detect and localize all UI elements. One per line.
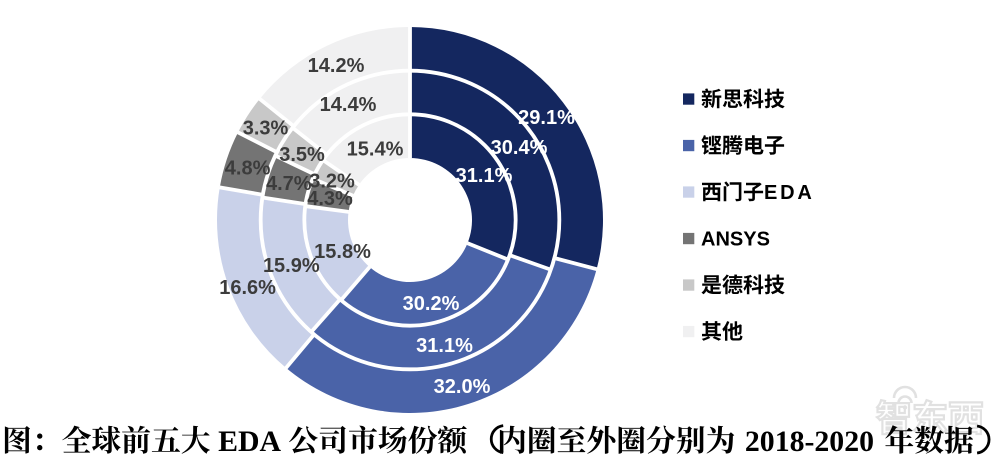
svg-text:14.2%: 14.2% [308, 55, 365, 77]
svg-text:14.4%: 14.4% [320, 94, 377, 116]
svg-text:3.3%: 3.3% [243, 118, 289, 140]
svg-text:16.6%: 16.6% [219, 277, 276, 299]
svg-text:3.2%: 3.2% [309, 171, 355, 193]
svg-text:31.1%: 31.1% [416, 335, 473, 357]
svg-text:30.2%: 30.2% [403, 293, 460, 315]
svg-text:4.7%: 4.7% [266, 173, 312, 195]
svg-text:15.9%: 15.9% [263, 255, 320, 277]
svg-text:2018-2020: 2018-2020 [745, 425, 874, 458]
svg-text:32.0%: 32.0% [434, 376, 491, 398]
svg-text:ANSYS: ANSYS [701, 229, 770, 251]
svg-text:EDA: EDA [764, 182, 815, 204]
svg-text:4.3%: 4.3% [307, 188, 353, 210]
svg-text:15.8%: 15.8% [314, 241, 371, 263]
svg-text:29.1%: 29.1% [518, 107, 575, 129]
svg-text:15.4%: 15.4% [347, 139, 404, 161]
svg-text:30.4%: 30.4% [491, 137, 548, 159]
svg-text:4.8%: 4.8% [225, 158, 271, 180]
svg-text:EDA: EDA [218, 425, 281, 458]
svg-text:31.1%: 31.1% [456, 165, 513, 187]
svg-text:3.5%: 3.5% [279, 144, 325, 166]
